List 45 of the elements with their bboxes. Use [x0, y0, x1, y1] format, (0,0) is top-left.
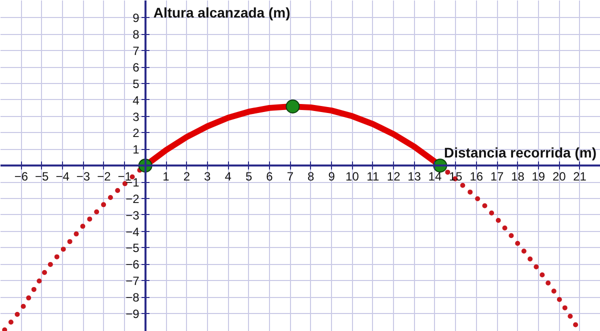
x-tick-label: 19: [532, 170, 546, 184]
x-tick-label: −2: [97, 170, 112, 184]
x-tick-label: 7: [286, 170, 294, 184]
x-tick-label: 3: [204, 170, 212, 184]
y-tick-label: 2: [132, 126, 140, 140]
y-tick-label: −3: [126, 208, 140, 222]
x-tick-label: 4: [224, 170, 232, 184]
x-tick-label: 14: [428, 170, 442, 184]
x-tick-label: 20: [552, 170, 566, 184]
y-tick-label: 6: [132, 60, 140, 75]
x-tick-label: 5: [245, 170, 252, 184]
x-tick-label: 10: [346, 170, 360, 184]
y-tick-label: 7: [132, 44, 140, 58]
y-tick-label: 4: [132, 93, 140, 108]
y-tick-label: −2: [126, 192, 140, 206]
y-tick-label: 1: [132, 142, 140, 157]
x-tick-label: 9: [328, 170, 336, 184]
x-tick-label: 1: [162, 170, 170, 184]
x-axis-title: Distancia recorrida (m): [444, 144, 597, 161]
y-tick-label: −9: [126, 306, 140, 321]
x-tick-label: 8: [308, 170, 315, 184]
x-tick-label: −4: [56, 170, 70, 184]
y-tick-label: 3: [132, 110, 140, 124]
x-tick-label: 17: [490, 170, 504, 184]
x-tick-label: 6: [266, 170, 274, 184]
y-tick-label: 9: [132, 11, 140, 26]
x-tick-label: 11: [366, 170, 380, 184]
x-tick-label: 15: [449, 170, 463, 184]
x-tick-label: 13: [408, 170, 422, 184]
y-tick-label: −4: [126, 224, 140, 239]
x-tick-label: 18: [511, 170, 525, 184]
x-tick-label: −3: [76, 170, 90, 184]
x-tick-label: 2: [183, 170, 190, 184]
y-axis-title: Altura alcanzada (m): [153, 4, 290, 20]
y-tick-label: −7: [126, 274, 140, 288]
y-tick-label: 8: [132, 28, 140, 42]
x-tick-label: −5: [35, 170, 50, 184]
x-tick-label: 12: [386, 170, 401, 184]
x-tick-label: 16: [470, 170, 484, 184]
y-tick-label: −5: [126, 241, 140, 256]
x-tick-label: −6: [14, 170, 28, 184]
y-tick-label: 5: [132, 76, 140, 91]
y-tick-label: −8: [126, 290, 140, 305]
x-tick-label: 21: [573, 170, 587, 184]
y-tick-label: −6: [126, 258, 140, 272]
